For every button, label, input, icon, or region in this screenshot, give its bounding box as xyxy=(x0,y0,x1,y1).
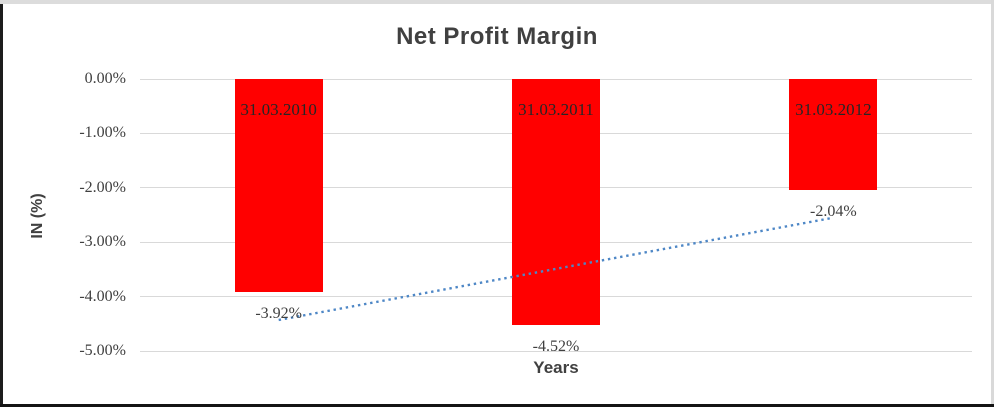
trendline[interactable] xyxy=(140,79,972,351)
bar-31.03.2012[interactable] xyxy=(789,79,878,190)
gridline xyxy=(140,350,972,352)
y-tick-label: -3.00% xyxy=(79,233,126,251)
y-tick-label: -1.00% xyxy=(79,124,126,142)
window-right-edge xyxy=(991,0,994,407)
y-tick-label: -4.00% xyxy=(79,287,126,305)
chart-title: Net Profit Margin xyxy=(396,23,598,50)
window-left-edge xyxy=(0,4,3,407)
y-tick-label: -2.00% xyxy=(79,178,126,196)
category-label: 31.03.2011 xyxy=(518,100,594,119)
y-tick-label: -5.00% xyxy=(79,342,126,359)
category-label: 31.03.2010 xyxy=(240,100,317,119)
category-label: 31.03.2012 xyxy=(795,100,872,119)
value-label: -4.52% xyxy=(532,337,580,355)
y-tick-label: 0.00% xyxy=(84,70,126,87)
window-bottom-edge xyxy=(0,404,994,407)
x-axis-title: Years xyxy=(533,358,579,377)
plot-area: 31.03.2010 -3.92% 31.03.2011 -4.52% 31.03.20… xyxy=(140,78,972,355)
value-label: -2.04% xyxy=(810,202,857,220)
bar-31.03.2010[interactable] xyxy=(234,79,323,293)
bar-31.03.2011[interactable] xyxy=(512,79,600,325)
value-label: -3.92% xyxy=(255,305,302,323)
window-top-edge xyxy=(0,0,994,4)
